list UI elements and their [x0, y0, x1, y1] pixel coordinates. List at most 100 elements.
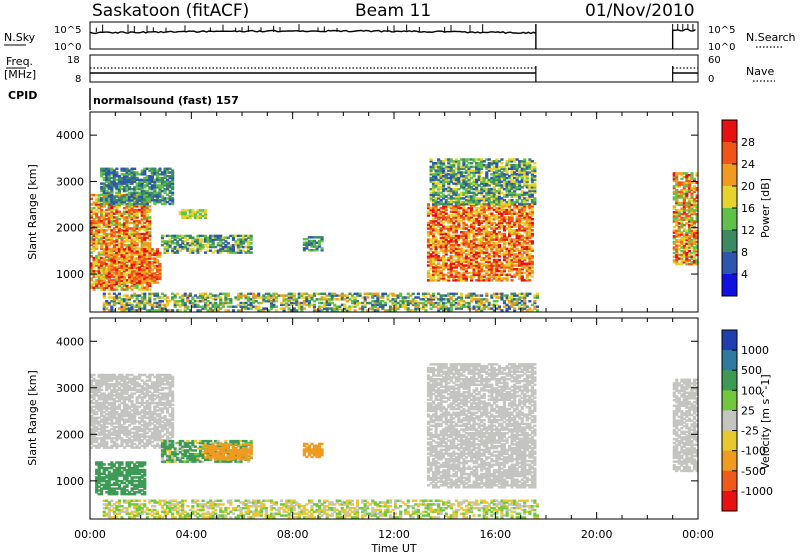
cpid-label: CPID	[8, 89, 37, 102]
echo-cell	[156, 281, 159, 283]
echo-cell	[257, 306, 260, 308]
echo-cell	[531, 229, 534, 231]
echo-cell	[148, 205, 151, 207]
echo-cell	[531, 233, 534, 235]
echo-cell	[257, 293, 260, 295]
echo-cell	[526, 203, 529, 205]
echo-cell	[232, 309, 235, 311]
echo-cell	[533, 162, 536, 164]
echo-cell	[531, 218, 534, 220]
echo-cell	[158, 252, 161, 254]
echo-cell	[531, 275, 534, 277]
echo-cell	[219, 296, 222, 298]
echo-cell	[250, 235, 253, 237]
echo-cell	[531, 270, 534, 272]
echo-cell	[690, 217, 693, 219]
echo-cell	[227, 293, 230, 295]
echo-cell	[521, 275, 524, 277]
echo-cell	[321, 247, 324, 249]
echo-cell	[108, 293, 111, 295]
echo-cell	[179, 309, 182, 311]
echo-cell	[115, 168, 118, 170]
echo-cell	[148, 209, 151, 211]
echo-cell	[128, 274, 131, 276]
echo-cell	[229, 298, 232, 300]
echo-cell	[171, 309, 174, 311]
echo-cell	[528, 279, 531, 281]
station-title: Saskatoon (fitACF)	[92, 1, 249, 21]
cpid-row: CPID normalsound (fast) 157	[8, 88, 239, 110]
echo-cell	[533, 175, 536, 177]
echo-cell	[186, 306, 189, 308]
echo-cell	[275, 309, 278, 311]
echo-cell	[158, 263, 161, 265]
echo-cell	[166, 296, 169, 298]
noise-right-tick-top: 10^5	[708, 25, 735, 36]
date-title: 01/Nov/2010	[585, 1, 695, 21]
echo-cell	[321, 236, 324, 238]
echo-cell	[118, 293, 121, 295]
noise-left-tick-top: 10^5	[54, 25, 81, 36]
echo-cell	[531, 248, 534, 250]
echo-cell	[498, 244, 501, 246]
frequency-trace	[90, 66, 698, 82]
echo-cell	[115, 171, 118, 173]
noise-right-tick-bottom: 10^0	[708, 42, 735, 53]
echo-cell	[103, 293, 106, 295]
echo-cell	[480, 171, 483, 173]
echo-cell	[204, 209, 207, 211]
freq-tick-bottom: 8	[75, 74, 81, 85]
echo-cell	[171, 197, 174, 199]
echo-cell	[293, 293, 296, 295]
nave-label: Nave	[746, 65, 774, 78]
echo-cell	[690, 172, 693, 174]
echo-cell	[176, 293, 179, 295]
noise-right-label: N.Search	[746, 31, 796, 44]
echo-cell	[148, 231, 151, 233]
noise-sky-line	[90, 30, 536, 33]
echo-cell	[303, 307, 306, 309]
nave-tick-bottom: 0	[708, 74, 714, 85]
echo-cell	[531, 240, 534, 242]
echo-cell	[503, 233, 506, 235]
echo-cell	[171, 169, 174, 171]
echo-cell	[531, 255, 534, 257]
echo-cell	[693, 178, 696, 180]
echo-cell	[313, 304, 316, 306]
echo-cell	[156, 248, 159, 250]
echo-cell	[148, 242, 151, 244]
beam-title: Beam 11	[355, 1, 431, 21]
cpid-program: normalsound (fast) 157	[93, 94, 239, 107]
freq-label-2: [MHz]	[4, 68, 36, 81]
echo-cell	[133, 168, 136, 170]
echo-cell	[500, 162, 503, 164]
noise-left-tick-bottom: 10^0	[54, 42, 81, 53]
echo-cell	[435, 237, 438, 239]
echo-cell	[511, 279, 514, 281]
echo-cell	[275, 306, 278, 308]
nave-tick-top: 60	[708, 55, 721, 66]
noise-late-line	[673, 29, 696, 31]
noise-panel: N.Sky 10^5 10^0 10^5 10^0 N.Search	[4, 22, 796, 53]
echo-cell	[531, 261, 534, 263]
echo-cell	[143, 293, 146, 295]
echo-cell	[427, 203, 430, 205]
echo-cell	[148, 216, 151, 218]
echo-cell	[531, 222, 534, 224]
echo-cell	[189, 293, 192, 295]
echo-cell	[250, 242, 253, 244]
echo-cell	[533, 197, 536, 199]
echo-cell	[123, 278, 126, 280]
echo-cell	[148, 288, 151, 290]
echo-cell	[523, 158, 526, 160]
echo-cell	[533, 166, 536, 168]
echo-cell	[156, 293, 159, 295]
freq-label-1: Freq.	[6, 55, 33, 68]
echo-cell	[158, 168, 161, 170]
frequency-panel: Freq. [MHz] 18 8 60 0 Nave	[4, 55, 775, 85]
noise-trace	[90, 24, 698, 49]
echo-cell	[227, 309, 230, 311]
